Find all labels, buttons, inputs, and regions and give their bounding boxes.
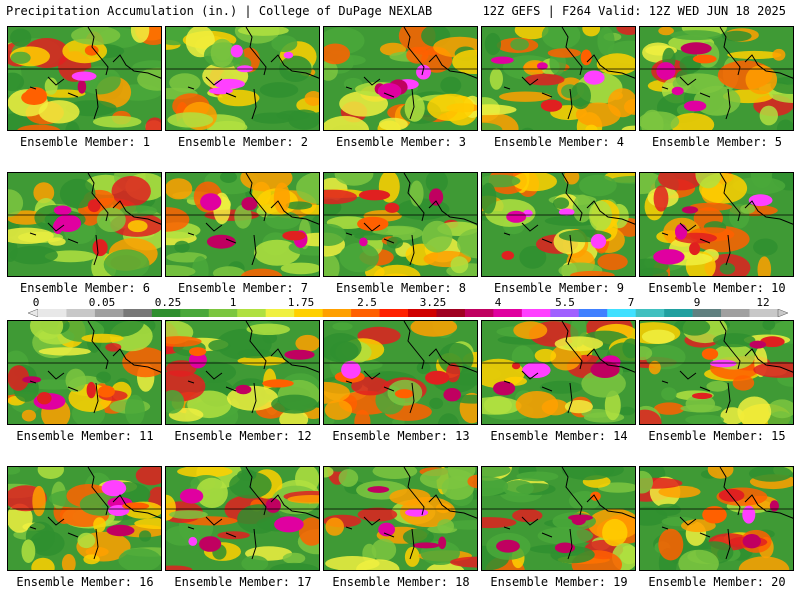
- color-scale-swatch: [464, 309, 494, 317]
- color-scale-tick-label: 4: [494, 296, 502, 309]
- ensemble-member-label: Ensemble Member: 16: [16, 575, 154, 589]
- color-scale-swatch: [635, 309, 665, 317]
- color-scale-swatch: [123, 309, 153, 317]
- color-scale-swatch: [180, 309, 210, 317]
- color-scale-swatch: [351, 309, 380, 317]
- color-scale-swatch: [721, 309, 750, 317]
- ensemble-map-17: [165, 466, 320, 571]
- ensemble-member-label: Ensemble Member: 10: [648, 281, 786, 295]
- ensemble-map-6: [7, 172, 162, 277]
- color-scale-swatch: [692, 309, 722, 317]
- ensemble-member-label: Ensemble Member: 15: [648, 429, 786, 443]
- ensemble-map-13: [323, 320, 478, 425]
- color-scale-tick-label: 12: [756, 296, 770, 309]
- color-scale-tick-label: 2.5: [357, 296, 377, 309]
- ensemble-member-label: Ensemble Member: 7: [177, 281, 309, 295]
- color-scale-swatch: [578, 309, 608, 317]
- ensemble-member-label: Ensemble Member: 19: [490, 575, 628, 589]
- ensemble-map-14: [481, 320, 636, 425]
- color-scale-swatch: [493, 309, 523, 317]
- map-title: Precipitation Accumulation (in.) | Colle…: [6, 4, 433, 18]
- ensemble-member-label: Ensemble Member: 4: [493, 135, 625, 149]
- ensemble-map-19: [481, 466, 636, 571]
- color-scale-tick-label: 1: [229, 296, 237, 309]
- color-scale-swatch: [664, 309, 693, 317]
- color-scale-swatch: [66, 309, 96, 317]
- ensemble-map-4: [481, 26, 636, 131]
- ensemble-map-11: [7, 320, 162, 425]
- color-scale-swatch: [436, 309, 466, 317]
- ensemble-map-15: [639, 320, 794, 425]
- color-scale-swatch: [607, 309, 636, 317]
- ensemble-member-label: Ensemble Member: 18: [332, 575, 470, 589]
- ensemble-member-label: Ensemble Member: 12: [174, 429, 312, 443]
- color-scale-swatch: [521, 309, 551, 317]
- ensemble-member-label: Ensemble Member: 14: [490, 429, 628, 443]
- ensemble-map-10: [639, 172, 794, 277]
- color-scale-tick-label: 1.75: [287, 296, 315, 309]
- model-run-info: 12Z GEFS | F264 Valid: 12Z WED JUN 18 20…: [482, 4, 786, 18]
- ensemble-map-8: [323, 172, 478, 277]
- color-scale-swatch: [749, 309, 779, 317]
- ensemble-member-label: Ensemble Member: 1: [19, 135, 151, 149]
- color-scale-swatch: [550, 309, 580, 317]
- color-scale-tick-label: 3.25: [419, 296, 447, 309]
- ensemble-member-label: Ensemble Member: 9: [493, 281, 625, 295]
- color-scale-tick-label: 0.05: [88, 296, 116, 309]
- ensemble-map-5: [639, 26, 794, 131]
- color-scale-tick-label: 0: [32, 296, 40, 309]
- color-scale-tick-label: 9: [693, 296, 701, 309]
- ensemble-member-label: Ensemble Member: 13: [332, 429, 470, 443]
- ensemble-member-label: Ensemble Member: 17: [174, 575, 312, 589]
- color-scale-swatch: [408, 309, 437, 317]
- ensemble-map-18: [323, 466, 478, 571]
- color-scale-swatch: [151, 309, 181, 317]
- ensemble-map-12: [165, 320, 320, 425]
- color-scale-swatch: [94, 309, 124, 317]
- ensemble-member-label: Ensemble Member: 6: [19, 281, 151, 295]
- color-scale-tick-label: 7: [627, 296, 635, 309]
- ensemble-member-label: Ensemble Member: 11: [16, 429, 154, 443]
- ensemble-member-label: Ensemble Member: 5: [651, 135, 783, 149]
- ensemble-member-label: Ensemble Member: 2: [177, 135, 309, 149]
- ensemble-map-16: [7, 466, 162, 571]
- ensemble-member-label: Ensemble Member: 3: [335, 135, 467, 149]
- ensemble-map-7: [165, 172, 320, 277]
- color-scale-swatch: [38, 309, 67, 317]
- color-scale-swatch: [294, 309, 323, 317]
- color-scale-tick-label: 0.25: [154, 296, 182, 309]
- color-scale-swatch: [208, 309, 238, 317]
- ensemble-map-9: [481, 172, 636, 277]
- ensemble-map-20: [639, 466, 794, 571]
- color-scale-tick-label: 5.5: [555, 296, 575, 309]
- color-scale-swatch: [379, 309, 409, 317]
- ensemble-member-label: Ensemble Member: 8: [335, 281, 467, 295]
- ensemble-map-3: [323, 26, 478, 131]
- color-scale-swatch: [265, 309, 295, 317]
- color-scale-swatch: [237, 309, 266, 317]
- ensemble-map-2: [165, 26, 320, 131]
- color-scale-bar: [28, 309, 788, 317]
- ensemble-member-label: Ensemble Member: 20: [648, 575, 786, 589]
- color-scale-swatch: [322, 309, 352, 317]
- ensemble-map-1: [7, 26, 162, 131]
